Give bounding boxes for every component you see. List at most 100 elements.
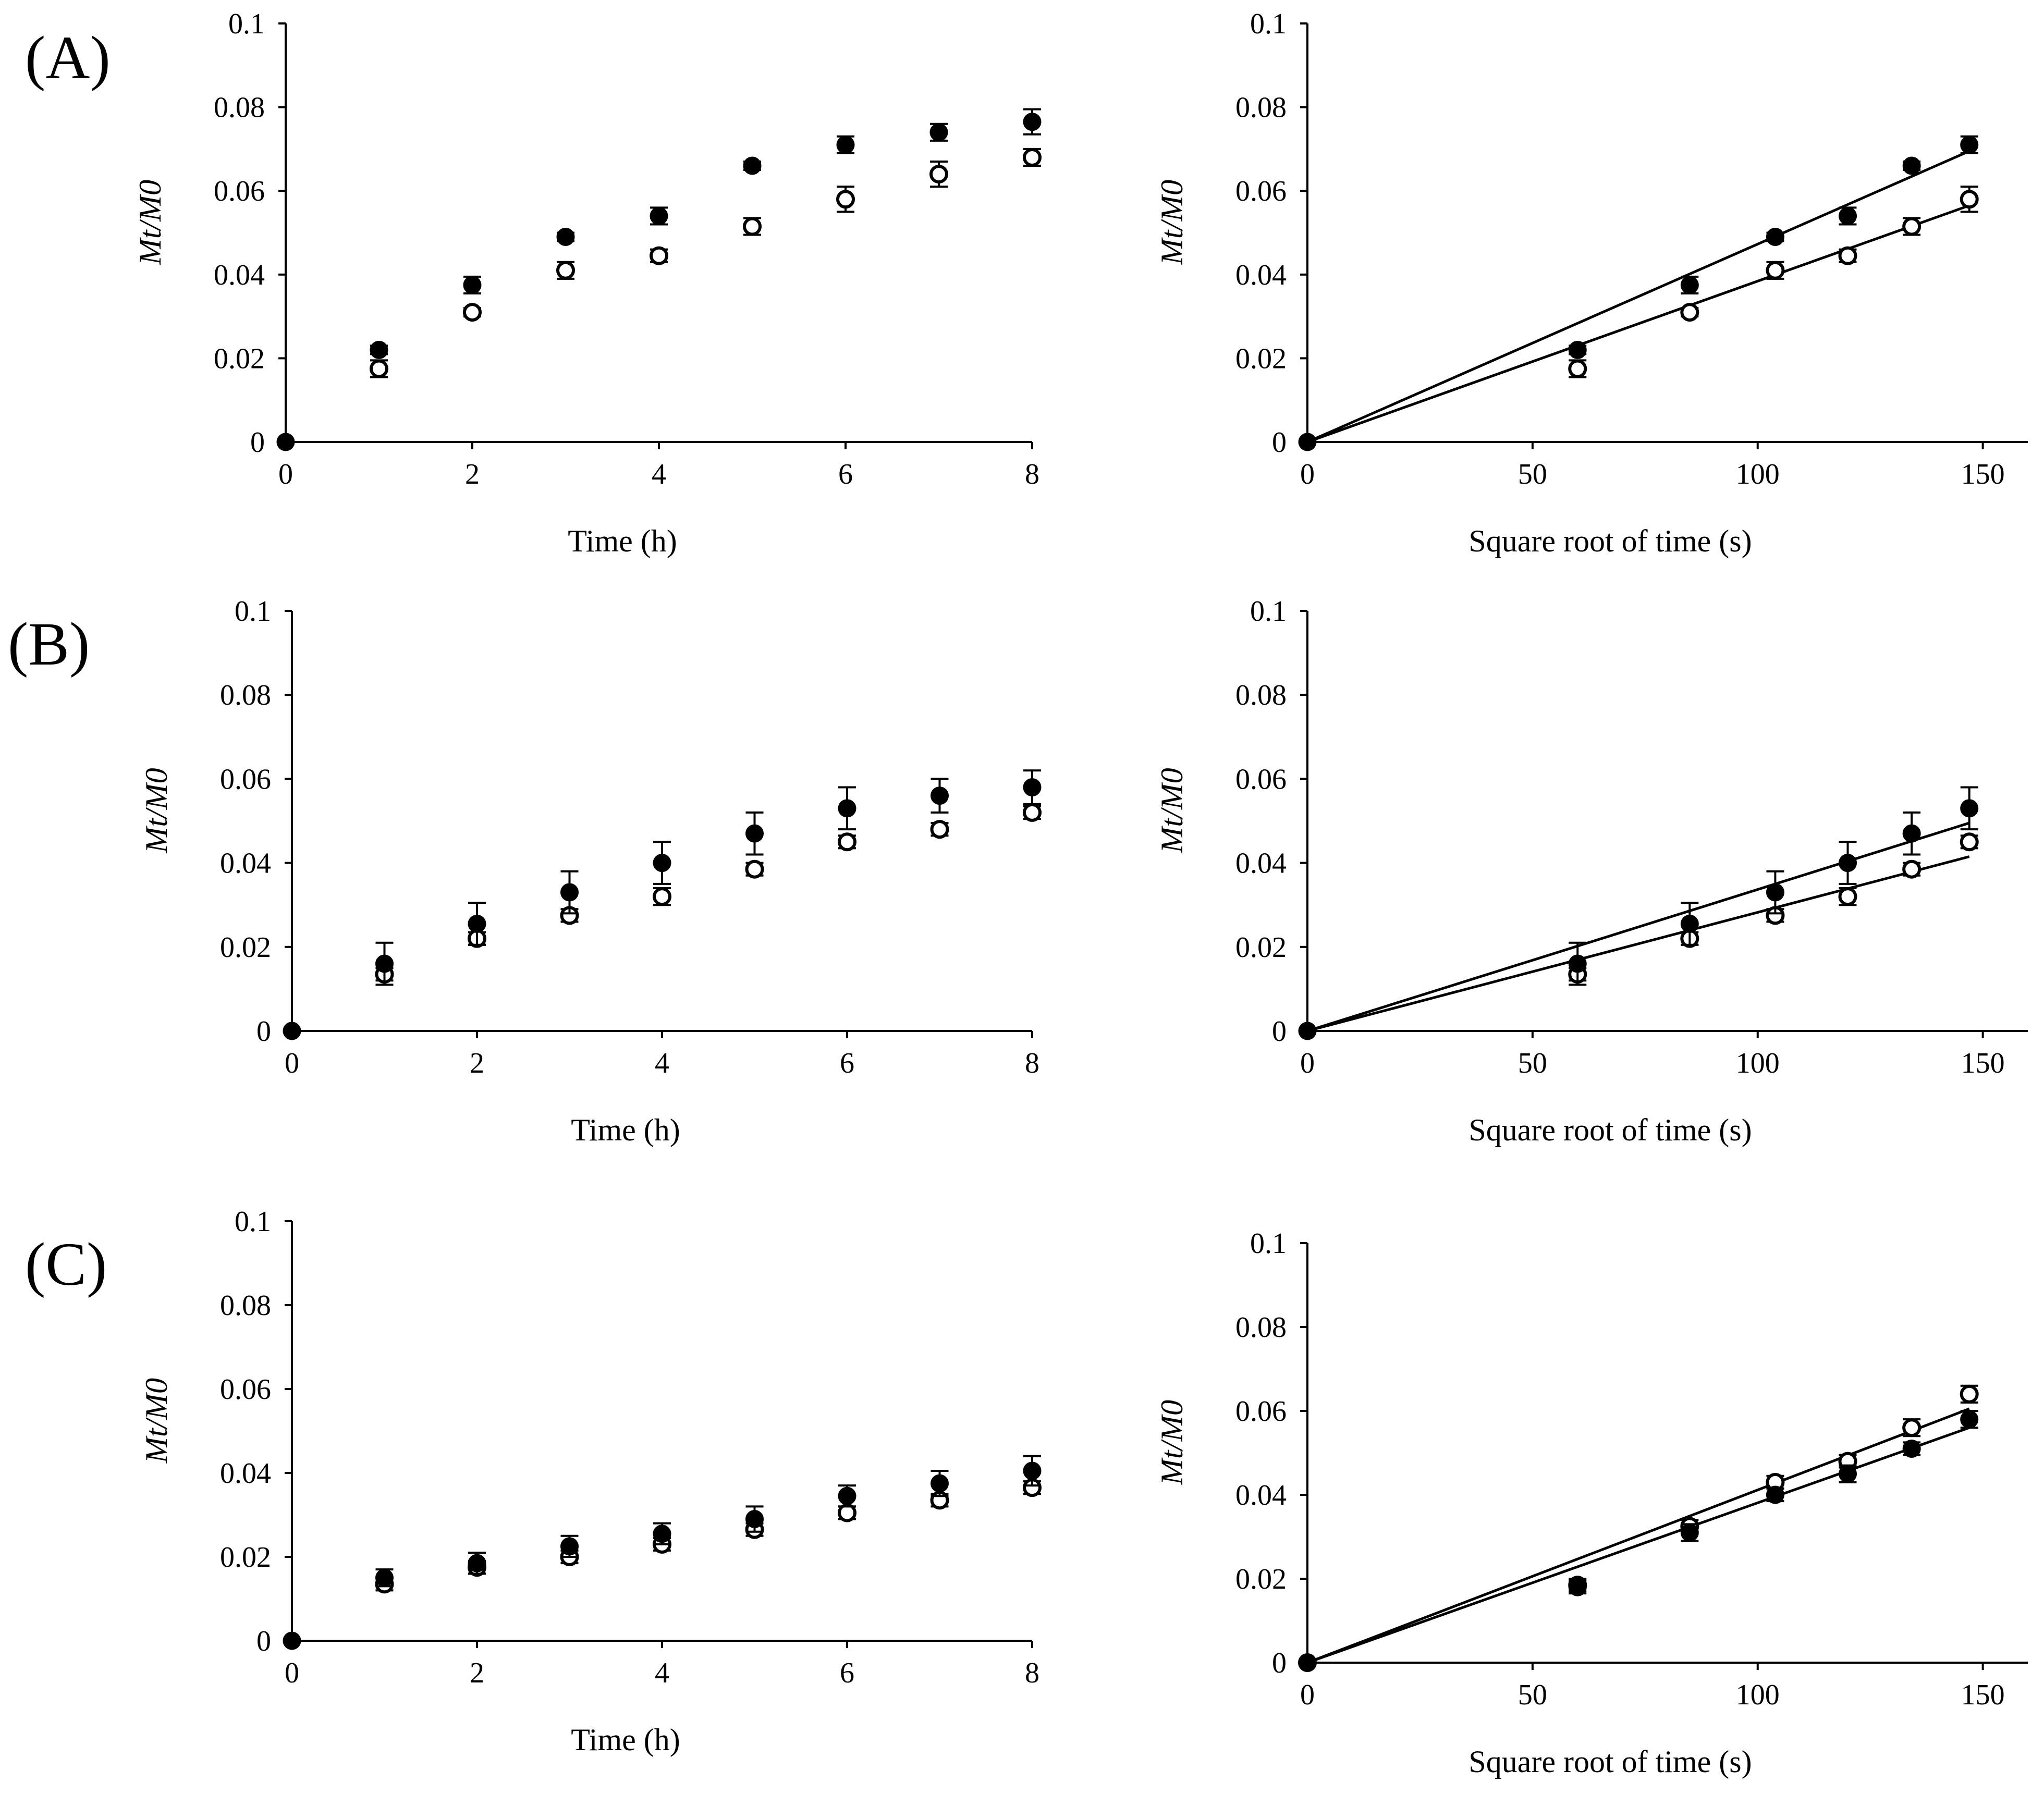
y-tick-label: 0.08 [1235, 679, 1287, 711]
data-point-open [838, 832, 856, 852]
y-axis-title: Mt/M0 [139, 1378, 174, 1464]
chart-a-sqrt: 0 0.02 0.04 0.06 0.08 0.1 0 50 100 150 Square root… [1155, 8, 2028, 558]
fit-line-open [1307, 1407, 1970, 1664]
x-tick-label: 4 [655, 1047, 669, 1079]
y-tick-label: 0.1 [235, 1206, 271, 1238]
fit-line-filled [1307, 1426, 1970, 1664]
data-point-filled [283, 1022, 301, 1040]
data-point-filled [1023, 113, 1042, 131]
data-point-filled [653, 854, 671, 873]
data-point-filled [375, 1568, 394, 1587]
y-tick-label: 0.04 [220, 847, 271, 880]
data-point-open [930, 820, 949, 839]
x-tick-label: 100 [1736, 1679, 1780, 1711]
y-tick-label: 0.06 [220, 763, 271, 795]
y-tick-label: 0.04 [1235, 847, 1287, 880]
data-point-filled [1023, 778, 1042, 797]
y-tick-label: 0 [1272, 1015, 1287, 1048]
y-tick-label: 0 [1272, 1647, 1287, 1679]
fit-line-open [1307, 204, 1970, 444]
data-point-open [1902, 859, 1921, 879]
data-point-filled [1568, 340, 1587, 359]
data-point-open [1902, 1418, 1921, 1437]
series-filled [1298, 1410, 1979, 1672]
data-point-open [650, 246, 668, 265]
data-point-filled [276, 433, 295, 451]
data-point-open [745, 859, 764, 879]
data-point-open [1766, 261, 1785, 280]
data-point-filled [1766, 1485, 1784, 1504]
x-tick-label: 2 [470, 1657, 484, 1689]
panel-label-a: (A) [25, 23, 111, 92]
y-axis-title: Mt/M0 [139, 768, 174, 853]
x-axis-title: Square root of time (s) [1468, 524, 1752, 558]
x-tick-label: 4 [655, 1657, 669, 1689]
data-point-open [1960, 1384, 1979, 1404]
y-tick-label: 0.04 [1235, 259, 1287, 291]
chart-c-time: 0 0.02 0.04 0.06 0.08 0.1 0 2 4 6 8 Time (h) Mt/M0 [139, 1206, 1042, 1757]
x-tick-label: 4 [652, 458, 666, 490]
y-tick-label: 0.02 [214, 342, 265, 375]
data-point-filled [1680, 276, 1699, 294]
panel-label-c: (C) [25, 1230, 107, 1298]
x-tick-label: 0 [285, 1657, 299, 1689]
data-point-open [370, 359, 388, 378]
data-point-open [653, 887, 671, 906]
x-tick-label: 0 [1300, 1679, 1315, 1711]
data-point-filled [838, 1486, 856, 1505]
data-point-open [1680, 303, 1699, 322]
data-point-filled [283, 1631, 301, 1650]
data-point-filled [1960, 799, 1979, 818]
x-tick-label: 6 [840, 1657, 854, 1689]
series-filled [1298, 786, 1979, 1040]
x-tick-label: 6 [838, 458, 853, 490]
data-point-filled [556, 228, 575, 247]
y-tick-label: 0.04 [214, 259, 265, 291]
x-tick-label: 150 [1961, 458, 2005, 490]
data-point-filled [836, 136, 855, 154]
data-point-filled [1680, 914, 1699, 933]
series-open [370, 148, 1042, 378]
data-point-filled [1680, 1523, 1699, 1542]
data-point-filled [1960, 1410, 1979, 1429]
series-filled [276, 108, 1042, 451]
x-tick-label: 0 [278, 458, 293, 490]
fit-line-open [1307, 855, 1970, 1033]
data-point-filled [931, 1474, 949, 1493]
fit-line-filled [1306, 150, 1970, 444]
y-tick-label: 0 [250, 426, 265, 459]
data-point-filled [468, 1554, 486, 1572]
data-point-filled [1960, 136, 1979, 154]
data-point-open [929, 165, 948, 184]
series-open [1568, 832, 1979, 984]
data-point-filled [1766, 228, 1784, 247]
x-tick-label: 2 [465, 458, 480, 490]
data-point-filled [1839, 1465, 1857, 1483]
data-point-filled [838, 799, 856, 818]
y-tick-label: 0.08 [1235, 1311, 1287, 1344]
data-point-filled [745, 824, 764, 843]
y-tick-label: 0.02 [1235, 1563, 1287, 1595]
data-point-filled [931, 787, 949, 805]
x-tick-label: 0 [1300, 1047, 1315, 1079]
y-tick-label: 0 [1272, 426, 1287, 459]
data-point-filled [560, 1537, 579, 1556]
data-point-open [1838, 887, 1857, 906]
data-point-open [463, 303, 482, 322]
x-tick-label: 50 [1518, 458, 1547, 490]
data-point-filled [1568, 1578, 1587, 1596]
x-tick-label: 0 [1300, 458, 1315, 490]
data-point-filled [743, 156, 762, 175]
data-point-open [1902, 217, 1921, 236]
panel-label-b: (B) [8, 610, 90, 678]
x-tick-label: 50 [1518, 1679, 1547, 1711]
y-tick-label: 0.1 [1250, 595, 1287, 628]
data-point-filled [650, 206, 668, 225]
chart-b-time: 0 0.02 0.04 0.06 0.08 0.1 0 2 4 6 8 Time (h) Mt/M0 [139, 595, 1042, 1147]
y-axis-title: Mt/M0 [1155, 1400, 1189, 1485]
data-point-filled [1766, 883, 1784, 902]
data-point-filled [1298, 1653, 1317, 1672]
data-point-filled [370, 340, 388, 359]
y-tick-label: 0.1 [228, 8, 265, 40]
